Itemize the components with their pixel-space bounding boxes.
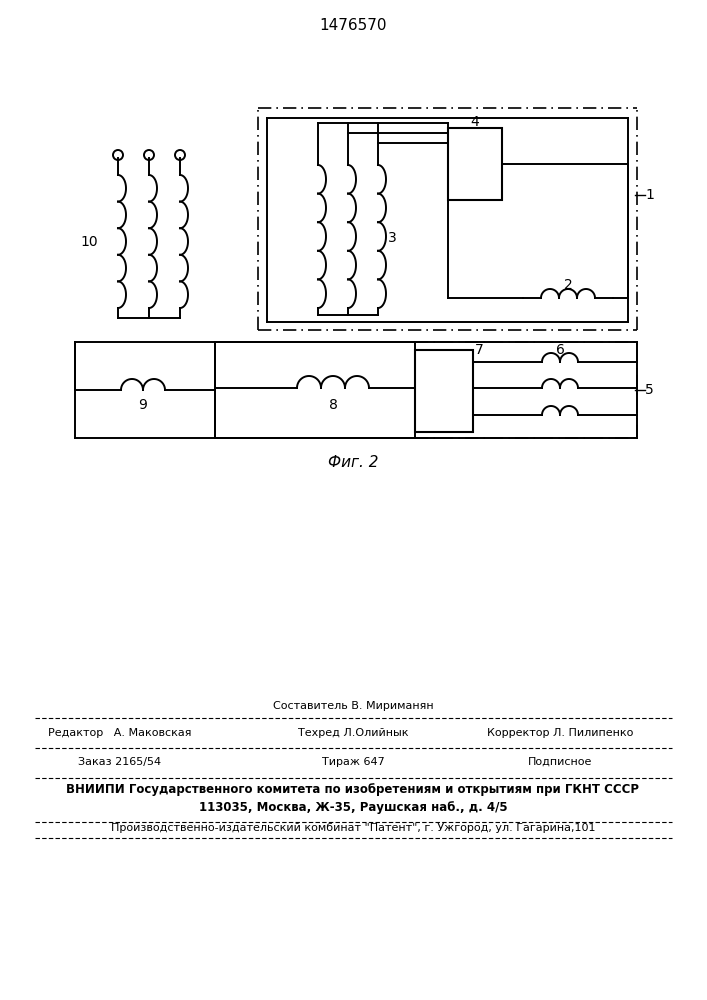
Text: 10: 10 <box>81 235 98 249</box>
Bar <box>448 128 502 200</box>
Text: 113035, Москва, Ж-35, Раушская наб., д. 4/5: 113035, Москва, Ж-35, Раушская наб., д. … <box>199 802 508 814</box>
Text: 5: 5 <box>645 383 654 397</box>
Text: Заказ 2165/54: Заказ 2165/54 <box>78 757 162 767</box>
Text: Производственно-издательский комбинат "Патент", г. Ужгород, ул. Гагарина,101: Производственно-издательский комбинат "П… <box>111 823 595 833</box>
Text: Редактор   А. Маковская: Редактор А. Маковская <box>48 728 192 738</box>
Text: Составитель В. Мириманян: Составитель В. Мириманян <box>273 701 433 711</box>
Text: 9: 9 <box>139 398 148 412</box>
Text: ВНИИПИ Государственного комитета по изобретениям и открытиям при ГКНТ СССР: ВНИИПИ Государственного комитета по изоб… <box>66 784 640 796</box>
Bar <box>415 350 473 432</box>
Text: Подписное: Подписное <box>528 757 592 767</box>
Text: Тираж 647: Тираж 647 <box>322 757 385 767</box>
Text: 4: 4 <box>471 115 479 129</box>
Text: Фиг. 2: Фиг. 2 <box>328 455 378 470</box>
Text: 8: 8 <box>329 398 337 412</box>
Text: Техред Л.Олийнык: Техред Л.Олийнык <box>298 728 408 738</box>
Text: 7: 7 <box>475 343 484 357</box>
Text: 2: 2 <box>563 278 573 292</box>
Text: 6: 6 <box>556 343 564 357</box>
Text: 1: 1 <box>645 188 654 202</box>
Text: Корректор Л. Пилипенко: Корректор Л. Пилипенко <box>487 728 633 738</box>
Text: 3: 3 <box>388 231 397 245</box>
Text: 1476570: 1476570 <box>320 18 387 33</box>
